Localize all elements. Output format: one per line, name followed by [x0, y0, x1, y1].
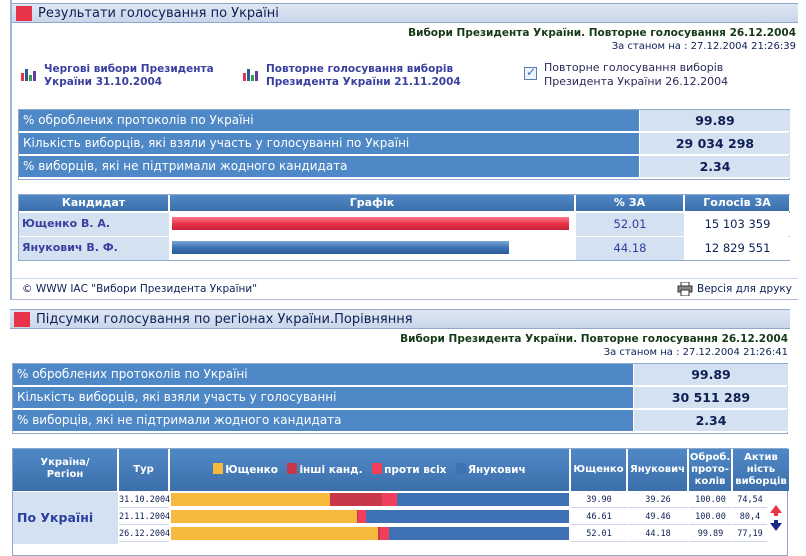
- yanukovych-pct: 44.18: [628, 526, 688, 542]
- printer-icon: [677, 282, 693, 296]
- election-title: Вибори Президента України. Повторне голо…: [400, 333, 788, 345]
- swatch: [213, 463, 224, 474]
- swatch: [455, 463, 466, 474]
- stat-row: % оброблених протоколів по Україні 99.89: [13, 364, 788, 387]
- yanukovych-pct: 49.46: [628, 509, 688, 525]
- candidate-name[interactable]: Янукович В. Ф.: [19, 237, 169, 260]
- against-segment: [379, 527, 390, 540]
- candidate-bar: [172, 217, 569, 230]
- stat-row: % виборців, які не підтримали жодного ка…: [19, 156, 790, 179]
- page-title: Підсумки голосування по регіонах України…: [36, 312, 413, 327]
- yushchenko-segment: [171, 510, 357, 523]
- election-title: Вибори Президента України. Повторне голо…: [408, 27, 796, 39]
- print-version-link[interactable]: Версія для друку: [677, 282, 792, 296]
- summary-stats: % оброблених протоколів по Україні 99.89…: [18, 109, 790, 180]
- col-processed: Оброб. прото-колів: [689, 449, 732, 491]
- stat-row: % виборців, які не підтримали жодного ка…: [13, 410, 788, 433]
- col-candidate: Кандидат: [19, 195, 169, 211]
- processed-pct: 100.00: [689, 492, 732, 508]
- results-panel: Результати голосування по Україні Вибори…: [10, 0, 798, 300]
- candidate-votes: 15 103 359: [685, 213, 790, 236]
- sort-arrows[interactable]: [769, 503, 783, 533]
- region-name[interactable]: По Україні: [13, 492, 118, 544]
- summary-stats: % оброблених протоколів по Україні 99.89…: [12, 363, 788, 434]
- processed-pct: 99.89: [689, 526, 732, 542]
- candidates-table: Кандидат Графік % ЗА Голосів ЗА Ющенко В…: [18, 194, 790, 261]
- col-yanukovych: Янукович: [628, 449, 688, 491]
- panel-header: Підсумки голосування по регіонах України…: [10, 309, 790, 329]
- vote-stack-bar: [171, 527, 569, 540]
- link-second-round[interactable]: Повторне голосування виборів Президента …: [243, 63, 461, 89]
- round-date: 26.12.2004: [119, 526, 170, 542]
- page-title: Результати голосування по Україні: [38, 6, 279, 21]
- yanukovych-pct: 39.26: [628, 492, 688, 508]
- chart-cell: [170, 237, 575, 260]
- bar-chart-icon: [21, 69, 36, 81]
- election-info: Вибори Президента України. Повторне голо…: [288, 333, 788, 359]
- yushchenko-pct: 39.90: [571, 492, 627, 508]
- swatch: [287, 463, 298, 474]
- header-marker: [14, 312, 30, 327]
- round-date: 31.10.2004: [119, 492, 170, 508]
- candidate-bar: [172, 241, 509, 254]
- chart-legend: Ющенко інші канд. проти всіх Янукович: [170, 449, 570, 491]
- col-activity: Актив ність виборців: [733, 449, 789, 491]
- vote-stack-bar: [171, 493, 569, 506]
- others-segment: [377, 527, 380, 540]
- as-of-timestamp: За станом на : 27.12.2004 21:26:39: [611, 41, 796, 52]
- yushchenko-segment: [171, 527, 378, 540]
- processed-pct: 100.00: [689, 509, 732, 525]
- legend-item: Янукович: [455, 463, 526, 476]
- col-votes: Голосів ЗА: [685, 195, 790, 211]
- others-segment: [356, 510, 359, 523]
- round-date: 21.11.2004: [119, 509, 170, 525]
- bar-chart-icon: [243, 69, 258, 81]
- col-region: Україна/Регіон: [13, 449, 118, 491]
- legend-item: інші канд.: [287, 463, 363, 476]
- yushchenko-pct: 46.61: [571, 509, 627, 525]
- up-down-arrows-icon: [770, 505, 782, 531]
- stat-row: Кількість виборців, які взяли участь у г…: [13, 387, 788, 410]
- legend-item: Ющенко: [213, 463, 278, 476]
- col-pct: % ЗА: [576, 195, 684, 211]
- stat-row: Кількість виборців, які взяли участь у г…: [19, 133, 790, 156]
- check-icon: [524, 65, 537, 80]
- chart-cell: [170, 213, 575, 236]
- copyright: © WWW ІАС "Вибори Президента України": [22, 283, 258, 295]
- yanukovych-segment: [366, 510, 569, 523]
- election-links: Чергові вибори Президента України 31.10.…: [12, 60, 798, 96]
- candidate-pct: 52.01: [576, 213, 684, 236]
- yanukovych-segment: [397, 493, 569, 506]
- swatch: [372, 463, 383, 474]
- candidate-votes: 12 829 551: [685, 237, 790, 260]
- yanukovych-segment: [389, 527, 569, 540]
- yushchenko-segment: [171, 493, 330, 506]
- link-first-round[interactable]: Чергові вибори Президента України 31.10.…: [21, 63, 214, 89]
- candidate-pct: 44.18: [576, 237, 684, 260]
- activity-pct: 77,19: [733, 526, 767, 542]
- vote-stack-bar: [171, 510, 569, 523]
- election-info: Вибори Президента України. Повторне голо…: [296, 27, 796, 53]
- col-tour: Тур: [119, 449, 169, 491]
- regions-table: Україна/Регіон Тур Ющенко інші канд. про…: [12, 448, 789, 556]
- as-of-timestamp: За станом на : 27.12.2004 21:26:41: [603, 347, 788, 358]
- col-chart: Графік: [170, 195, 575, 211]
- others-segment: [329, 493, 382, 506]
- current-election: Повторне голосування виборів Президента …: [524, 61, 728, 89]
- regions-panel: Підсумки голосування по регіонах України…: [10, 308, 790, 556]
- panel-header: Результати голосування по Україні: [12, 3, 798, 23]
- col-yushchenko: Ющенко: [571, 449, 627, 491]
- against-segment: [381, 493, 398, 506]
- activity-pct: 80,4: [733, 509, 767, 525]
- header-marker: [16, 6, 32, 21]
- yushchenko-pct: 52.01: [571, 526, 627, 542]
- stat-row: % оброблених протоколів по Україні 99.89: [19, 110, 790, 133]
- candidate-name[interactable]: Ющенко В. А.: [19, 213, 169, 236]
- legend-item: проти всіх: [372, 463, 446, 476]
- footer: © WWW ІАС "Вибори Президента України" Ве…: [12, 278, 798, 300]
- activity-pct: 74,54: [733, 492, 767, 508]
- against-segment: [358, 510, 367, 523]
